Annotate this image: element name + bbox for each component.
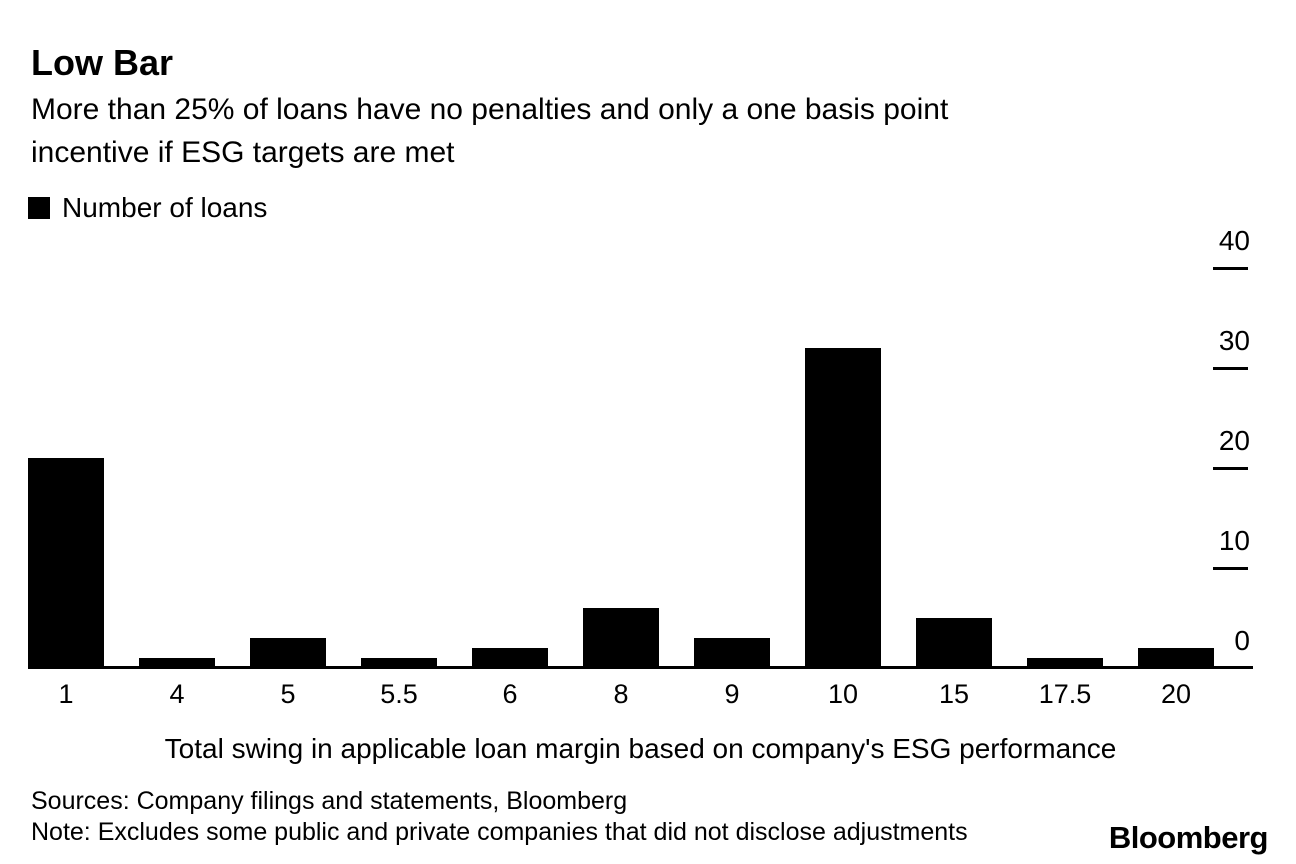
bar-4	[139, 658, 215, 668]
y-tick-mark-40	[1213, 267, 1248, 270]
x-tick-label-5: 5	[280, 679, 296, 709]
chart-subtitle: More than 25% of loans have no penalties…	[31, 88, 948, 174]
chart-subtitle-line-1: More than 25% of loans have no penalties…	[31, 93, 949, 126]
bloomberg-logo: Bloomberg	[1108, 820, 1269, 855]
y-tick-label-30: 30	[1218, 325, 1250, 356]
legend-swatch-icon	[28, 197, 50, 219]
x-tick-label-9: 9	[724, 679, 740, 709]
sources-text: Sources: Company filings and statements,…	[31, 787, 628, 815]
bar-10	[805, 348, 881, 668]
x-tick-label-4: 4	[169, 679, 185, 709]
bar-5.5	[361, 658, 437, 668]
bar-6	[472, 648, 548, 668]
bar-8	[583, 608, 659, 668]
bar-15	[916, 618, 992, 668]
chart-subtitle-line-2: incentive if ESG targets are met	[31, 136, 455, 169]
bar-5	[250, 638, 326, 668]
chart-title: Low Bar	[31, 42, 174, 83]
legend-label: Number of loans	[62, 192, 268, 223]
note-text: Note: Excludes some public and private c…	[31, 818, 968, 846]
x-tick-label-5.5: 5.5	[380, 679, 418, 709]
x-tick-label-1: 1	[58, 679, 74, 709]
bar-20	[1138, 648, 1214, 668]
x-tick-label-15: 15	[938, 679, 970, 709]
y-tick-mark-30	[1213, 367, 1248, 370]
bar-1	[28, 458, 104, 668]
x-tick-label-10: 10	[827, 679, 859, 709]
x-axis-title: Total swing in applicable loan margin ba…	[164, 733, 1117, 764]
y-tick-label-0: 0	[1234, 625, 1250, 656]
y-tick-mark-10	[1213, 567, 1248, 570]
x-tick-label-20: 20	[1160, 679, 1192, 709]
legend: Number of loans	[28, 192, 267, 224]
x-tick-label-6: 6	[502, 679, 518, 709]
y-tick-label-20: 20	[1218, 425, 1250, 456]
bar-9	[694, 638, 770, 668]
y-tick-label-10: 10	[1218, 525, 1250, 556]
footer: Sources: Company filings and statements,…	[31, 786, 968, 848]
x-tick-label-17.5: 17.5	[1038, 679, 1092, 709]
bar-17.5	[1027, 658, 1103, 668]
y-tick-mark-20	[1213, 467, 1248, 470]
y-tick-label-40: 40	[1218, 225, 1250, 256]
x-tick-label-8: 8	[613, 679, 629, 709]
